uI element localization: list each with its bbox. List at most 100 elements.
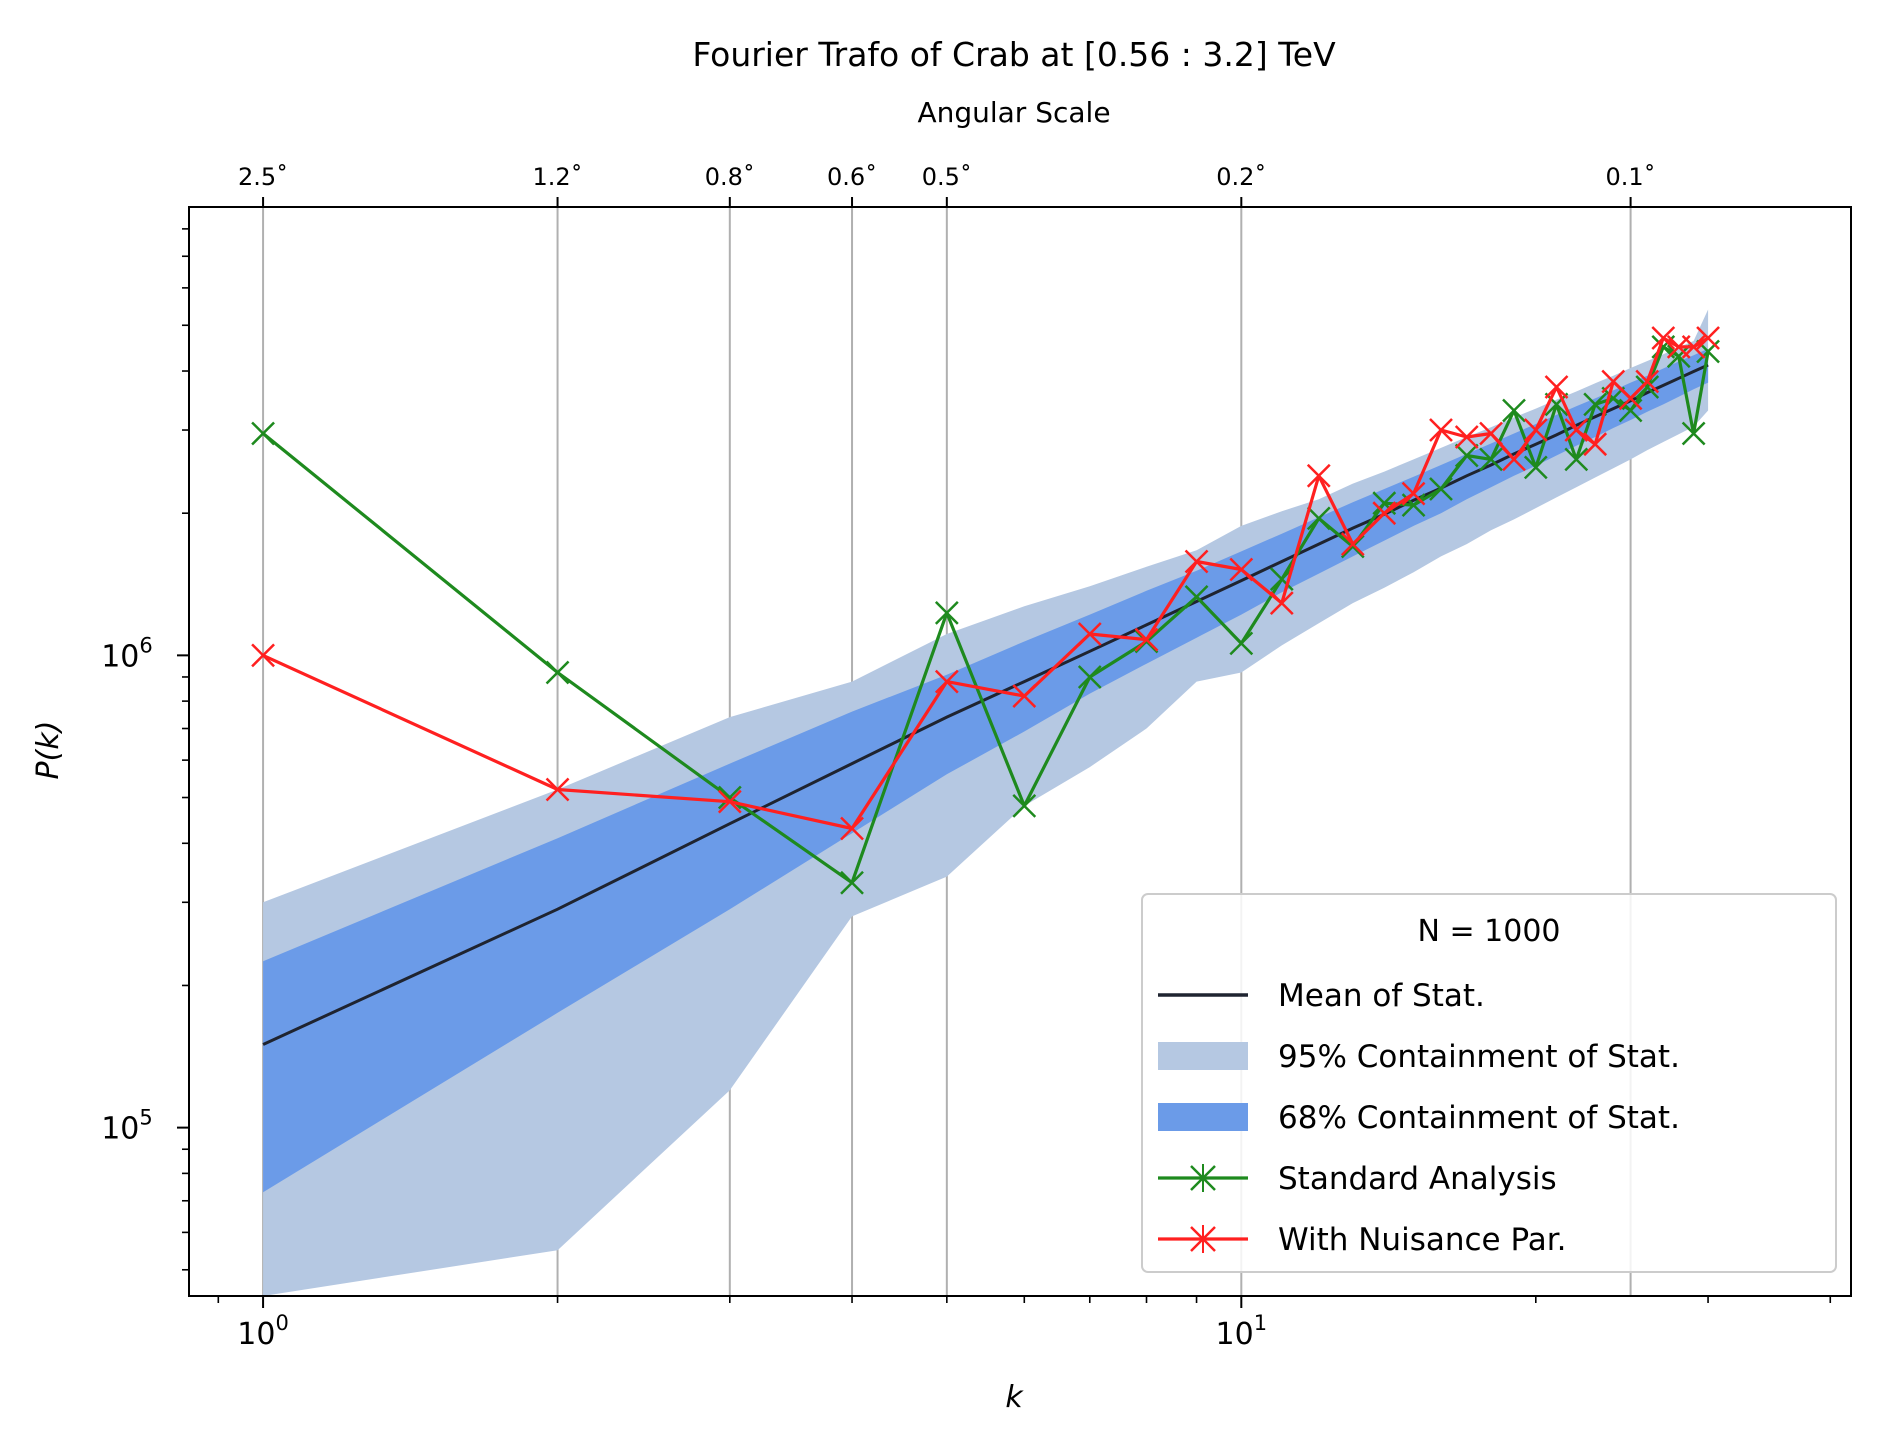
marker-stroke-b [1523, 418, 1548, 442]
marker-stroke-b [1269, 591, 1294, 616]
marker-stroke-b [1635, 375, 1660, 399]
series-0-point-5 [1012, 794, 1037, 818]
marker-stroke-b [1306, 506, 1331, 531]
marker-stroke-b [1564, 418, 1589, 442]
series-0-point-17 [1479, 447, 1503, 472]
marker-stroke-b [1134, 629, 1159, 654]
marker-stroke-b [1696, 326, 1720, 350]
marker-stroke-b [545, 777, 570, 802]
axis-ticks: 2.5˚ 1.2˚ 0.8˚ 0.6˚ 0.5˚ 0.2˚ 0.1˚ 100 101 105 106 [101, 163, 1832, 1352]
series-0-point-7 [1134, 629, 1159, 654]
legend-label-2: 68% Containment of Stat. [1278, 1100, 1680, 1136]
legend-entry-2: 68% Containment of Stat. [1158, 1100, 1680, 1136]
series-1-point-13 [1372, 501, 1397, 526]
x-tick-label-1: 101 [1216, 1311, 1268, 1352]
marker-stroke-b [1479, 447, 1503, 472]
top-tick-label-5: 0.2˚ [1216, 163, 1266, 191]
series-0-point-3 [840, 870, 864, 895]
mean-line-layer [262, 363, 1709, 1046]
series-1-point-28 [1681, 334, 1706, 359]
series-1-point-8 [1184, 549, 1209, 574]
series-0-point-11 [1306, 506, 1331, 531]
marker-stroke-b [840, 870, 864, 895]
y-tick-label-1: 106 [101, 633, 153, 674]
series-0-point-8 [1184, 584, 1209, 609]
series-1-point-11 [1306, 463, 1331, 488]
marker-stroke-b [717, 789, 742, 814]
series-0-point-21 [1564, 447, 1589, 472]
legend-title: N = 1000 [1418, 914, 1561, 949]
series-0-point-19 [1523, 455, 1548, 480]
series-1-point-6 [1077, 622, 1102, 646]
marker-stroke-b [1401, 493, 1426, 518]
marker-stroke-b [1340, 534, 1365, 559]
series-0-point-16 [1454, 443, 1479, 468]
marker-stroke-b [1635, 369, 1660, 394]
marker-stroke-b [1372, 501, 1397, 526]
series-0-point-1 [545, 660, 570, 685]
series-1-point-20 [1544, 375, 1569, 399]
series-0-point-12 [1340, 534, 1365, 559]
marker-stroke-b [1372, 491, 1397, 516]
marker-stroke-b [1544, 392, 1569, 417]
legend-entries: Mean of Stat. 95% Containment of Stat. 68%… [1158, 978, 1680, 1258]
marker-stroke-b [1077, 622, 1102, 646]
series-0-point-22 [1583, 392, 1608, 417]
legend-entry-4: With Nuisance Par. [1158, 1222, 1567, 1258]
series-0-point-27 [1666, 344, 1691, 369]
marker-stroke-b [1583, 392, 1608, 417]
legend-entry-1: 95% Containment of Stat. [1158, 1039, 1680, 1075]
y-tick-label-0: 105 [101, 1106, 153, 1147]
series-0-point-25 [1635, 375, 1660, 399]
series-1-point-26 [1651, 326, 1676, 350]
series-0-point-13 [1372, 491, 1397, 516]
marker-stroke-b [934, 601, 959, 625]
legend-entry-3: Standard Analysis [1158, 1161, 1557, 1197]
marker-stroke-b [1618, 398, 1643, 423]
marker-stroke-b [1479, 421, 1503, 446]
series-1-point-1 [545, 777, 570, 802]
legend-label-0: Mean of Stat. [1278, 978, 1485, 1014]
top-tick-label-1: 1.2˚ [532, 163, 582, 191]
series-1-point-14 [1401, 481, 1426, 506]
series-1-point-2 [717, 789, 742, 814]
y-axis-label: P(k) [31, 721, 66, 780]
marker-stroke-b [251, 421, 275, 446]
top-tick-label-4: 0.5˚ [922, 163, 972, 191]
marker-stroke-b [1651, 326, 1676, 350]
series-0-point-24 [1618, 398, 1643, 423]
marker-stroke-b [1564, 447, 1589, 472]
marker-stroke-b [1229, 631, 1254, 656]
legend-label-3: Standard Analysis [1278, 1161, 1557, 1197]
legend-label-4: With Nuisance Par. [1278, 1222, 1567, 1258]
series-0-point-28 [1681, 421, 1706, 446]
series-1-point-19 [1523, 418, 1548, 442]
marker-stroke-b [1012, 684, 1037, 708]
legend-entry-0: Mean of Stat. [1158, 978, 1485, 1014]
marker-stroke-b [1454, 443, 1479, 468]
series-1-point-29 [1696, 326, 1720, 350]
marker-stroke-b [1134, 627, 1159, 652]
series-0-point-9 [1229, 631, 1254, 656]
legend-box [1141, 893, 1837, 1273]
marker-stroke-b [840, 816, 864, 841]
legend-handle-patch [1158, 1042, 1248, 1070]
marker-stroke-b [1184, 549, 1209, 574]
series-1-point-12 [1340, 532, 1365, 557]
top-tick-label-0: 2.5˚ [238, 163, 288, 191]
series-0-point-20 [1544, 392, 1569, 417]
marker-stroke-b [717, 785, 742, 810]
series-0 [251, 334, 1720, 895]
series-0-point-18 [1502, 398, 1526, 423]
marker-stroke-b [1306, 463, 1331, 488]
marker-stroke-b [1666, 344, 1691, 369]
series-1-point-15 [1429, 418, 1453, 442]
x-axis-label: k [1005, 1380, 1024, 1415]
series-1 [251, 326, 1720, 841]
series-1-point-3 [840, 816, 864, 841]
marker-stroke-b [1401, 481, 1426, 506]
x-tick-label-0: 100 [237, 1311, 289, 1352]
series-1-point-22 [1583, 432, 1608, 457]
series-1-point-25 [1635, 369, 1660, 394]
marker-stroke-b [1269, 567, 1294, 592]
